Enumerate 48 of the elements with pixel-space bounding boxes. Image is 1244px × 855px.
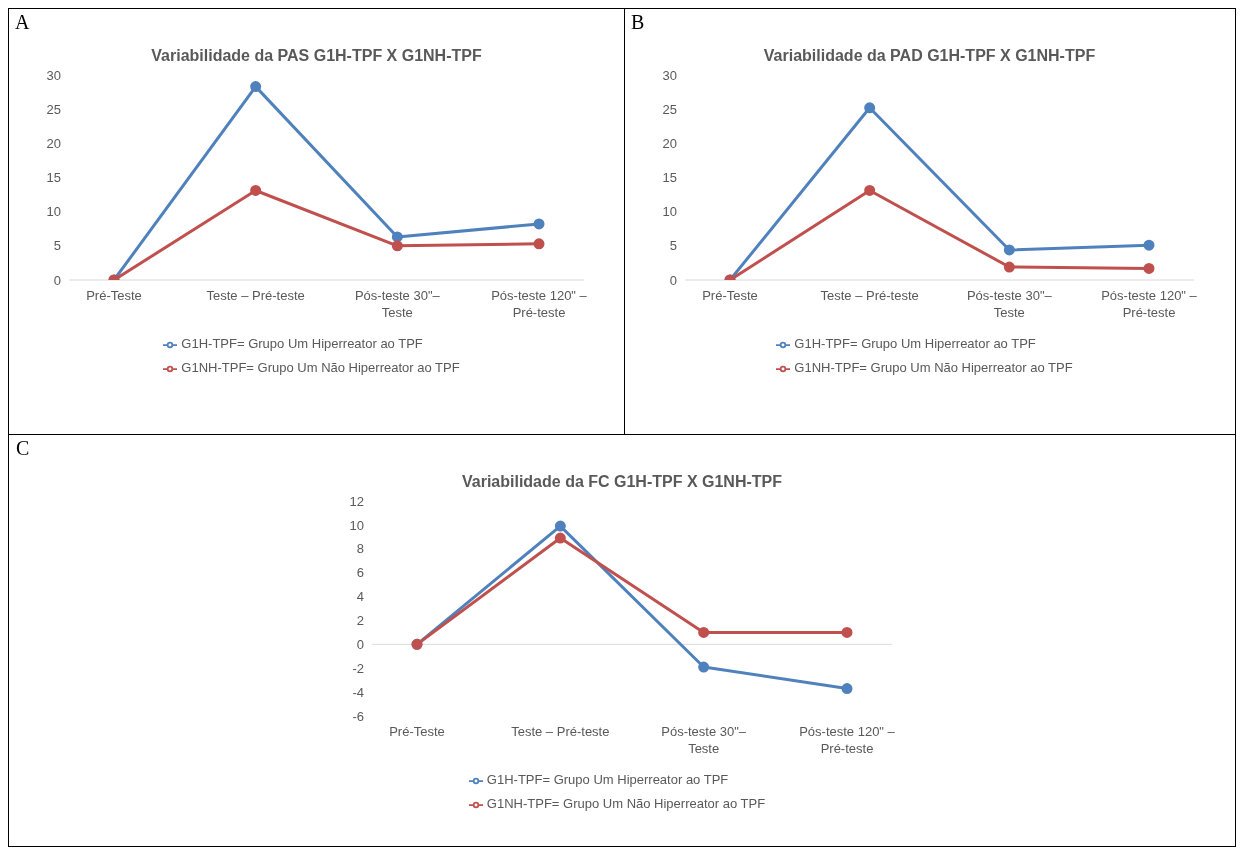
y-tick-label: 30 <box>662 67 677 83</box>
y-tick-label: 15 <box>46 170 61 186</box>
x-tick-label: Pós-teste 120" – Pré-teste <box>491 288 588 320</box>
legend-label: G1H-TPF= Grupo Um Hiperreator ao TPF <box>794 336 1036 351</box>
y-tick-label: 30 <box>46 67 61 83</box>
x-tick-label: Pós-teste 30"– Teste <box>354 288 441 320</box>
y-tick-label: 10 <box>662 204 677 220</box>
x-tick-label: Teste – Pré-teste <box>820 288 919 303</box>
x-tick-label: Pós-teste 30"– Teste <box>966 288 1053 320</box>
legend-label: G1NH-TPF= Grupo Um Não Hiperreator ao TPF <box>181 360 460 375</box>
y-tick-label: -4 <box>352 684 364 700</box>
chart-title: Variabilidade da PAD G1H-TPF X G1NH-TPF <box>763 47 1096 64</box>
y-tick-label: -2 <box>352 660 364 676</box>
y-tick-label: 10 <box>46 204 61 220</box>
y-tick-label: 25 <box>46 101 61 117</box>
legend-label: G1H-TPF= Grupo Um Hiperreator ao TPF <box>486 772 729 787</box>
y-tick-label: 0 <box>356 636 364 652</box>
y-tick-label: 0 <box>53 272 61 288</box>
legend-label: G1NH-TPF= Grupo Um Não Hiperreator ao TPF <box>794 360 1073 375</box>
y-tick-label: 6 <box>356 565 364 581</box>
legend-label: G1NH-TPF= Grupo Um Não Hiperreator ao TPF <box>486 796 766 811</box>
y-tick-label: 12 <box>349 493 364 509</box>
chart-title: Variabilidade da FC G1H-TPF X G1NH-TPF <box>461 473 783 490</box>
x-tick-label: Teste – Pré-teste <box>511 724 610 739</box>
chart-title: Variabilidade da PAS G1H-TPF X G1NH-TPF <box>151 47 482 64</box>
text: C <box>16 437 30 460</box>
x-tick-label: Pré-Teste <box>389 724 445 739</box>
y-tick-label: 8 <box>356 541 364 557</box>
y-tick-label: 5 <box>669 238 677 254</box>
x-tick-label: Teste – Pré-teste <box>206 288 305 303</box>
y-tick-label: 20 <box>662 135 677 151</box>
x-tick-label: Pré-Teste <box>702 288 758 303</box>
legend-label: G1H-TPF= Grupo Um Hiperreator ao TPF <box>181 336 423 351</box>
x-tick-label: Pós-teste 120" – Pré-teste <box>1101 288 1198 320</box>
x-tick-label: Pré-Teste <box>86 288 142 303</box>
y-tick-label: 20 <box>46 135 61 151</box>
text: A <box>15 11 30 34</box>
y-tick-label: 15 <box>662 170 677 186</box>
text: B <box>631 11 645 34</box>
y-tick-label: 25 <box>662 101 677 117</box>
y-tick-label: 2 <box>356 613 364 629</box>
y-tick-label: 0 <box>669 272 677 288</box>
x-tick-label: Pós-teste 30"– Teste <box>661 724 747 756</box>
y-tick-label: 4 <box>356 589 364 605</box>
y-tick-label: 10 <box>349 517 364 533</box>
y-tick-label: -6 <box>352 708 364 724</box>
y-tick-label: 5 <box>53 238 61 254</box>
x-tick-label: Pós-teste 120" – Pré-teste <box>799 724 896 756</box>
